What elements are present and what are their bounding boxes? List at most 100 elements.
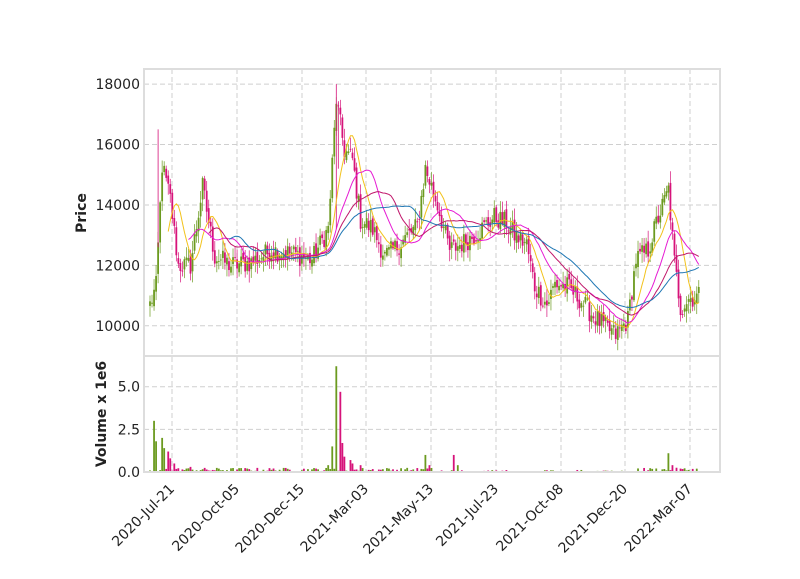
candle-body: [689, 298, 692, 303]
candle-body: [343, 140, 346, 158]
volume-bar: [335, 366, 338, 472]
candle-body: [167, 175, 170, 184]
candle-body: [317, 247, 319, 259]
candle-body: [298, 247, 301, 266]
volume-bar: [655, 468, 658, 472]
volume-bar: [392, 469, 394, 472]
volume-bar: [240, 468, 243, 472]
candle-body: [653, 221, 656, 242]
candle-body: [633, 271, 635, 301]
candle-body: [189, 254, 192, 274]
candle-body: [416, 221, 419, 223]
candle-body: [475, 240, 477, 242]
volume-bar: [153, 420, 155, 472]
candle-body: [359, 194, 362, 229]
candle-body: [319, 235, 321, 245]
candle-body: [222, 250, 224, 258]
candle-body: [185, 257, 188, 260]
candle-body: [159, 202, 162, 243]
candle-body: [517, 235, 520, 243]
volume-bar: [355, 469, 358, 472]
candle-body: [556, 280, 558, 288]
candle-body: [191, 252, 194, 272]
volume-bar: [203, 467, 206, 472]
volume-bar: [388, 468, 390, 472]
volume-tick-label: 5.0: [118, 380, 140, 396]
candle-body: [649, 251, 652, 254]
candle-body: [552, 286, 554, 288]
candle-body: [171, 192, 174, 219]
volume-bar: [643, 467, 645, 472]
candle-body: [394, 240, 396, 249]
volume-bar: [307, 469, 309, 472]
volume-bar: [580, 469, 583, 472]
candle-body: [209, 221, 212, 227]
volume-bar: [167, 451, 170, 472]
candle-body: [398, 253, 400, 255]
candle-body: [388, 247, 390, 250]
price-tick-label: 18000: [95, 77, 140, 93]
candle-body: [325, 229, 328, 250]
candle-body: [163, 165, 166, 173]
volume-bar: [211, 469, 214, 472]
candle-body: [272, 252, 275, 259]
volume-bar: [270, 469, 273, 472]
candle-body: [444, 225, 447, 231]
candle-body: [471, 236, 473, 239]
candle-body: [286, 246, 289, 260]
volume-bar: [456, 465, 459, 472]
candle-body: [400, 247, 402, 259]
volume-bar: [329, 469, 332, 472]
candle-body: [469, 235, 471, 251]
candle-body: [217, 261, 220, 262]
candle-body: [224, 252, 226, 263]
candle-body: [226, 257, 228, 265]
volume-bar: [371, 469, 374, 472]
volume-bar: [327, 465, 330, 472]
volume-bar: [651, 468, 654, 472]
candle-body: [327, 225, 330, 234]
candle-body: [529, 255, 532, 262]
candle-body: [270, 255, 273, 262]
volume-bar: [430, 467, 433, 472]
volume-bar: [661, 469, 664, 472]
volume-bar: [695, 468, 698, 472]
candle-body: [671, 222, 674, 232]
volume-bar: [286, 468, 289, 472]
candle-body: [618, 327, 621, 329]
volume-bar: [284, 467, 287, 472]
volume-tick-label: 2.5: [118, 422, 140, 438]
candle-body: [201, 177, 204, 200]
candle-body: [643, 245, 645, 253]
candle-body: [541, 305, 544, 307]
candle-body: [211, 226, 214, 252]
candle-body: [612, 324, 615, 328]
candle-body: [315, 243, 317, 259]
candle-body: [369, 219, 372, 233]
candle-body: [187, 258, 190, 261]
volume-bar: [426, 468, 429, 472]
candle-body: [531, 263, 534, 273]
candle-body: [205, 190, 208, 212]
candle-body: [228, 261, 230, 271]
candle-body: [685, 304, 688, 312]
volume-tick-label: 0.0: [118, 465, 140, 481]
volume-bar: [396, 469, 398, 472]
volume-bar: [349, 460, 352, 472]
candle-body: [213, 250, 216, 264]
volume-bar: [303, 468, 305, 472]
volume-bar: [339, 391, 342, 472]
candle-body: [592, 316, 595, 319]
candle-body: [357, 195, 360, 202]
candle-body: [667, 185, 670, 193]
volume-bar: [201, 469, 204, 472]
volume-bar: [232, 468, 234, 472]
candle-body: [570, 279, 573, 289]
candle-body: [430, 182, 433, 186]
volume-bar: [400, 468, 402, 472]
volume-bar: [268, 468, 271, 472]
panel-frames: [143, 68, 721, 473]
candle-body: [248, 257, 251, 272]
volume-bar: [671, 465, 674, 472]
volume-bar: [424, 454, 427, 472]
